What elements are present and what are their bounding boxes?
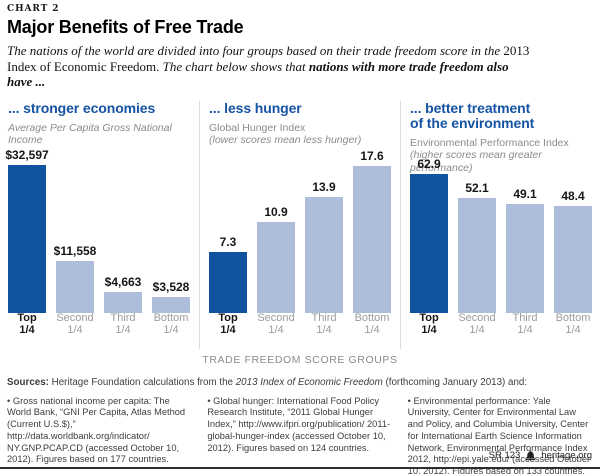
bar-highlighted — [410, 173, 448, 313]
bar-value-label: 48.4 — [561, 188, 585, 203]
panel-subtitle-line1: Average Per Capita Gross National Income — [8, 121, 172, 147]
category-label: Third 1/4 — [512, 311, 538, 337]
bar-value-label: 7.3 — [219, 234, 237, 249]
bar-column: 7.3 — [209, 235, 247, 313]
category-label: Bottom 1/4 — [354, 311, 390, 337]
sources-text-tail: (forthcoming January 2013) and: — [382, 376, 528, 388]
panel-title-line2: of the environment — [410, 114, 535, 131]
bar — [305, 196, 343, 313]
category-label: Bottom 1/4 — [153, 311, 189, 337]
bar — [506, 203, 544, 313]
panel-title-line1: ... less hunger — [209, 99, 302, 116]
site-url: heritage.org — [541, 450, 592, 461]
bars: 7.3 10.9 13.9 17.6 — [209, 149, 391, 313]
category-labels: Top 1/4 Second 1/4 Third 1/4 Bottom 1/4 — [209, 312, 391, 337]
sources-heading: Sources: Heritage Foundation calculation… — [7, 377, 592, 388]
bar-column: 17.6 — [353, 149, 391, 313]
bar-value-label: 62.9 — [417, 156, 441, 171]
bar-column: 52.1 — [458, 181, 496, 313]
bar-column: 10.9 — [257, 205, 295, 313]
category-label: Top 1/4 — [419, 311, 439, 337]
charts-row: ... stronger economies Average Per Capit… — [0, 99, 600, 349]
bar — [353, 165, 391, 313]
panel-subtitle: Environmental Performance Index (higher … — [410, 137, 592, 175]
bar-highlighted — [8, 164, 46, 313]
description-segment: The chart below shows that — [159, 58, 309, 74]
sources-label: Sources: — [7, 376, 49, 388]
panel-less-hunger: ... less hunger Global Hunger Index (low… — [199, 99, 400, 349]
sources-columns: • Gross national income per capita: The … — [7, 396, 592, 474]
bar-value-label: $11,558 — [53, 243, 97, 258]
category-label: Bottom 1/4 — [555, 311, 591, 337]
panel-title: ... better treatment of the environment — [410, 99, 592, 131]
chart-description: The nations of the world are divided int… — [7, 43, 531, 90]
category-labels: Top 1/4 Second 1/4 Third 1/4 Bottom 1/4 — [410, 312, 592, 337]
panel-title-line1: ... stronger economies — [8, 99, 156, 116]
panel-subtitle: Average Per Capita Gross National Income — [8, 122, 190, 147]
panel-subtitle: Global Hunger Index (lower scores mean l… — [209, 122, 391, 147]
bar-column: $11,558 — [53, 243, 97, 313]
category-label: Second 1/4 — [56, 311, 94, 337]
description-segment-book-title: 2013 Index of Economic Freedom. — [7, 43, 530, 74]
description-segment-emphasis: nations with more trade freedom also hav… — [7, 58, 509, 90]
panel-title-line1: ... better treatment — [410, 99, 531, 116]
category-label: Second 1/4 — [458, 311, 496, 337]
bar-value-label: 49.1 — [513, 186, 537, 201]
heritage-bell-logo-icon — [526, 450, 536, 461]
panel-title: ... stronger economies — [8, 99, 190, 116]
source-gni: • Gross national income per capita: The … — [7, 395, 186, 465]
category-label: Top 1/4 — [218, 311, 238, 337]
bar-column: 48.4 — [554, 189, 592, 313]
bar — [458, 197, 496, 313]
header: CHART 2 Major Benefits of Free Trade The… — [0, 0, 600, 90]
footer: SR 123 heritage.org — [489, 450, 592, 461]
panel-subtitle-line2: (lower scores mean less hunger) — [209, 134, 362, 146]
bar-value-label: 10.9 — [264, 204, 288, 219]
chart-number-kicker: CHART 2 — [7, 4, 60, 14]
sources-block: Sources: Heritage Foundation calculation… — [0, 366, 600, 474]
bar-value-label: 52.1 — [465, 180, 489, 195]
x-axis-label: TRADE FREEDOM SCORE GROUPS — [202, 353, 398, 366]
source-environment: • Environmental performance: Yale Univer… — [407, 395, 591, 474]
description-segment: The nations of the world are divided int… — [7, 43, 504, 58]
bottom-rule — [0, 467, 600, 469]
bar — [257, 221, 295, 313]
bar-value-label: $32,597 — [5, 147, 49, 162]
category-label: Second 1/4 — [257, 311, 295, 337]
panel-stronger-economies: ... stronger economies Average Per Capit… — [5, 99, 199, 349]
page-title: Major Benefits of Free Trade — [7, 17, 244, 37]
sources-book-title: 2013 Index of Economic Freedom — [235, 376, 383, 388]
bar-column: $32,597 — [5, 147, 49, 313]
bar — [554, 205, 592, 313]
bar — [152, 296, 190, 313]
category-labels: Top 1/4 Second 1/4 Third 1/4 Bottom 1/4 — [8, 312, 190, 337]
category-label: Top 1/4 — [17, 311, 37, 337]
panel-subtitle-line2: (higher scores mean greater performance) — [410, 149, 542, 174]
panel-subtitle-line1: Environmental Performance Index — [410, 136, 569, 149]
panel-subtitle-line1: Global Hunger Index — [209, 121, 306, 134]
bar-value-label: 13.9 — [312, 179, 336, 194]
bar-column: 49.1 — [506, 187, 544, 313]
bars: $32,597 $11,558 $4,663 $3,528 — [5, 147, 190, 313]
sources-text: Heritage Foundation calculations from th… — [48, 376, 236, 388]
bar-value-label: 17.6 — [360, 148, 384, 163]
bars: 62.9 52.1 49.1 48.4 — [410, 157, 592, 313]
bar-column: $3,528 — [152, 280, 190, 313]
bar-highlighted — [209, 251, 247, 313]
bar-value-label: $3,528 — [152, 279, 190, 294]
panel-environment: ... better treatment of the environment … — [400, 99, 593, 349]
source-hunger: • Global hunger: International Food Poli… — [207, 395, 391, 453]
category-label: Third 1/4 — [110, 311, 136, 337]
report-id: SR 123 — [488, 450, 521, 461]
bar-column: 13.9 — [305, 180, 343, 313]
panel-title: ... less hunger — [209, 99, 391, 116]
bar-column: 62.9 — [410, 157, 448, 313]
bar — [56, 260, 94, 313]
category-label: Third 1/4 — [311, 311, 337, 337]
bar-column: $4,663 — [104, 275, 142, 313]
bar — [104, 291, 142, 313]
bar-value-label: $4,663 — [104, 274, 142, 289]
